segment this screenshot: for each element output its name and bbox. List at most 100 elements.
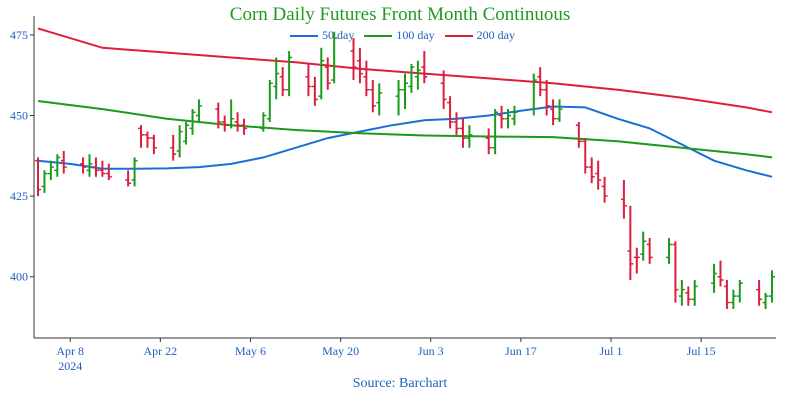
- x-tick-label: Jul 1: [600, 344, 623, 358]
- ohlc-bar: [234, 112, 241, 132]
- ohlc-bar: [550, 99, 557, 126]
- x-tick-label: May 6: [235, 344, 266, 358]
- ohlc-bar: [215, 102, 222, 129]
- legend-item-50-day: 50 day: [290, 28, 354, 43]
- x-tick-label: Jun 17: [505, 344, 537, 358]
- ohlc-bar: [363, 60, 370, 97]
- y-tick-label: 425: [10, 189, 28, 203]
- ohlc-bar: [356, 47, 363, 84]
- ohlc-bar: [691, 279, 698, 306]
- ohlc-bar: [99, 160, 106, 177]
- ohlc-bar: [421, 51, 428, 84]
- ohlc-bar: [730, 289, 737, 309]
- ohlc-bar: [678, 279, 685, 306]
- ohlc-bar: [646, 238, 653, 264]
- ohlc-bar: [80, 157, 87, 174]
- series-line-50-day: [37, 105, 773, 178]
- ohlc-bar: [530, 73, 537, 116]
- ohlc-bar: [556, 99, 563, 122]
- chart-legend: 50 day 100 day 200 day: [290, 28, 515, 43]
- ohlc-bar: [35, 157, 41, 197]
- ohlc-bar: [440, 70, 447, 110]
- ohlc-bar: [260, 112, 267, 132]
- ohlc-bar: [144, 131, 151, 148]
- ohlc-bar: [505, 109, 512, 129]
- x-tick-label: Jul 15: [687, 344, 716, 358]
- ohlc-bar: [150, 134, 157, 155]
- ohlc-bar: [685, 286, 692, 306]
- legend-label-50-day: 50 day: [322, 28, 355, 42]
- ohlc-bar: [408, 63, 415, 93]
- ohlc-bar: [86, 154, 93, 177]
- ohlc-bar: [105, 163, 112, 180]
- legend-label-200-day: 200 day: [476, 28, 515, 42]
- legend-swatch-100-day: [364, 34, 393, 37]
- ohlc-bar: [672, 241, 679, 303]
- ohlc-bar: [601, 176, 608, 203]
- ohlc-bar: [575, 121, 582, 148]
- ohlc-bar: [286, 51, 293, 97]
- ohlc-bar: [47, 160, 54, 180]
- ohlc-bar: [633, 247, 640, 274]
- ohlc-bar: [762, 292, 769, 309]
- x-tick-sublabel: 2024: [58, 359, 82, 373]
- ohlc-bar: [537, 67, 544, 97]
- ohlc-bar: [305, 63, 312, 97]
- ohlc-bar: [736, 279, 743, 303]
- ohlc-bar: [266, 80, 273, 122]
- y-tick-label: 400: [10, 270, 28, 284]
- ohlc-bar: [498, 105, 505, 129]
- ohlc-bar: [92, 157, 99, 177]
- ohlc-bar: [183, 121, 190, 145]
- ohlc-bar: [60, 150, 67, 174]
- ohlc-bar: [138, 125, 145, 148]
- legend-swatch-200-day: [444, 34, 473, 37]
- ohlc-bar: [54, 154, 61, 177]
- ohlc-bar: [195, 99, 202, 122]
- ohlc-bar: [241, 118, 248, 135]
- ohlc-bar: [369, 80, 376, 113]
- ohlc-bar: [485, 128, 492, 155]
- ohlc-bar: [414, 60, 421, 90]
- ohlc-bar: [627, 205, 634, 280]
- ohlc-bar: [492, 109, 499, 155]
- ohlc-bar: [582, 138, 589, 174]
- ohlc-bar: [125, 170, 132, 187]
- ohlc-bar: [595, 160, 602, 190]
- ohlc-bar: [376, 83, 383, 116]
- ohlc-bar: [324, 57, 331, 90]
- ohlc-bar: [131, 157, 138, 187]
- ohlc-bar: [311, 76, 318, 106]
- ohlc-bar: [723, 279, 730, 309]
- ohlc-bar: [459, 118, 466, 148]
- legend-swatch-50-day: [290, 34, 318, 37]
- ohlc-bar: [665, 238, 672, 264]
- ohlc-bar: [402, 73, 408, 110]
- ohlc-bar: [588, 157, 595, 184]
- ohlc-bar: [447, 96, 454, 129]
- ohlc-bar: [395, 80, 402, 116]
- ohlc-bar: [453, 112, 460, 135]
- series-line-100-day: [37, 100, 773, 159]
- chart-source: Source: Barchart: [352, 376, 448, 391]
- ohlc-bar: [640, 231, 647, 261]
- ohlc-bar: [466, 125, 473, 148]
- ohlc-bar: [170, 134, 177, 161]
- y-tick-label: 450: [10, 109, 28, 123]
- legend-item-200-day: 200 day: [444, 28, 515, 43]
- ohlc-bar: [620, 180, 627, 219]
- ohlc-bar: [318, 47, 325, 100]
- y-tick-label: 475: [10, 28, 28, 42]
- ohlc-bar: [511, 105, 518, 126]
- x-tick-label: Jun 3: [418, 344, 444, 358]
- ohlc-bar: [769, 270, 775, 303]
- ohlc-bar: [176, 125, 183, 158]
- ohlc-bar: [279, 67, 286, 97]
- chart-title: Corn Daily Futures Front Month Continuou…: [229, 4, 571, 25]
- ohlc-bar: [543, 80, 550, 116]
- ohlc-bar: [273, 57, 280, 100]
- ohlc-bar: [228, 99, 235, 129]
- ohlc-bar: [221, 115, 228, 132]
- ohlc-bar: [350, 38, 357, 81]
